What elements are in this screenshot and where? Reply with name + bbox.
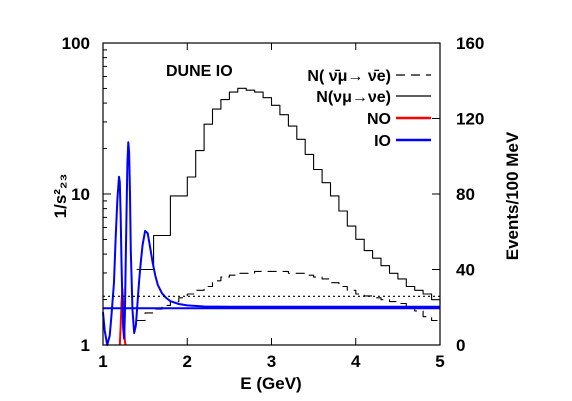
x-tick-label: 3 <box>267 352 276 371</box>
x-tick-label: 1 <box>98 352 107 371</box>
y-right-tick-label: 160 <box>456 34 484 53</box>
y-left-tick-label: 1 <box>81 336 90 355</box>
annotation-dune-io: DUNE IO <box>166 63 233 80</box>
y-left-tick-label: 100 <box>62 34 90 53</box>
legend: N( ν̄μ→ ν̄e) N(νμ→νe) NO IO <box>307 68 431 150</box>
series-nubar-mu-to-nubar-e <box>136 270 440 322</box>
x-tick-label: 2 <box>183 352 192 371</box>
y-axis-title-right: Events/100 MeV <box>503 131 522 260</box>
legend-label-io: IO <box>374 133 391 150</box>
ticks-layer: 1 2 3 4 5 1 10 100 0 40 80 120 160 <box>62 34 485 371</box>
legend-label-no: NO <box>367 111 391 128</box>
legend-label-nubar: N( ν̄μ→ ν̄e) <box>307 68 391 85</box>
y-right-tick-label: 40 <box>456 261 475 280</box>
series-io <box>102 141 440 346</box>
series-nu-mu-to-nu-e <box>136 87 441 304</box>
y-right-tick-label: 80 <box>456 185 475 204</box>
x-tick-label: 5 <box>435 352 444 371</box>
x-axis-title: E (GeV) <box>240 374 301 393</box>
y-left-tick-label: 10 <box>71 185 90 204</box>
x-tick-label: 4 <box>351 352 361 371</box>
y-axis-title-left: 1/s²₂₃ <box>51 174 70 219</box>
legend-label-nu: N(νμ→νe) <box>316 89 391 106</box>
y-right-tick-label: 0 <box>456 336 465 355</box>
series-layer <box>102 87 441 346</box>
y-right-tick-label: 120 <box>456 110 484 129</box>
